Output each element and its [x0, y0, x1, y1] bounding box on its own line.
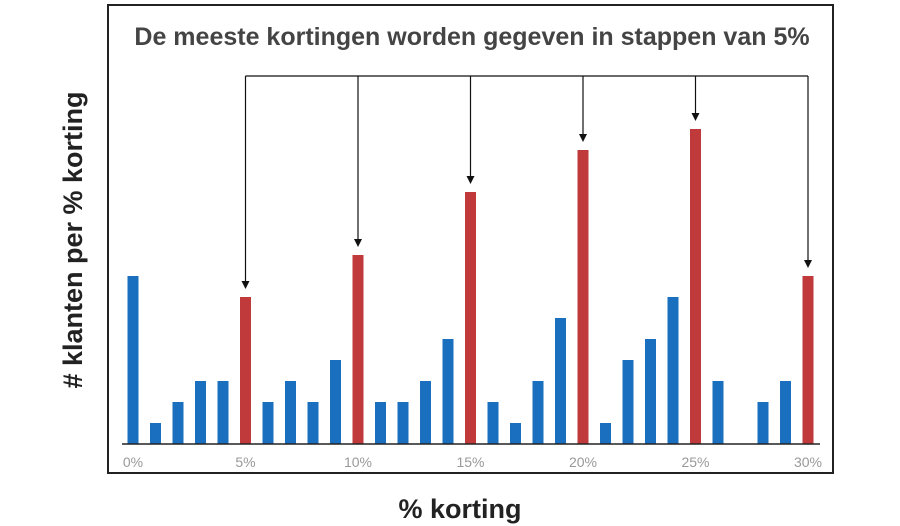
bar — [532, 381, 544, 444]
arrowhead-icon — [241, 281, 250, 289]
bar — [307, 402, 319, 444]
chart-title: De meeste kortingen worden gegeven in st… — [134, 23, 809, 51]
bar — [622, 360, 634, 444]
arrowhead-icon — [804, 260, 812, 268]
bar — [757, 402, 769, 444]
arrowhead-icon — [691, 113, 700, 121]
bar-highlight — [802, 276, 814, 444]
bar — [600, 423, 611, 444]
bar — [487, 402, 499, 444]
bars-group — [127, 129, 814, 444]
bar — [645, 339, 656, 444]
annotation-arrows — [241, 75, 812, 289]
bar — [217, 381, 229, 444]
arrowhead-icon — [466, 176, 475, 184]
x-tick-label: 15% — [456, 454, 484, 470]
bar — [150, 423, 161, 444]
bar — [667, 297, 679, 444]
bar — [172, 402, 184, 444]
bar — [780, 381, 791, 444]
x-tick-label: 30% — [794, 454, 822, 470]
bar — [375, 402, 386, 444]
bar — [127, 276, 139, 444]
arrowhead-icon — [354, 239, 362, 247]
bar — [330, 360, 341, 444]
x-tick-label: 0% — [123, 454, 143, 470]
y-axis-title: # klanten per % korting — [58, 91, 88, 388]
bar-highlight — [577, 150, 589, 444]
bar — [195, 381, 206, 444]
x-tick-label: 10% — [344, 454, 372, 470]
bar — [262, 402, 274, 444]
x-tick-labels: 0% 5% 10% 15% 20% 25% 30% — [123, 454, 822, 470]
x-tick-label: 20% — [569, 454, 597, 470]
arrowhead-icon — [579, 134, 587, 142]
x-tick-label: 5% — [235, 454, 255, 470]
bar-highlight — [690, 129, 701, 444]
bar — [397, 402, 409, 444]
bar — [420, 381, 431, 444]
bar — [712, 381, 724, 444]
bar — [285, 381, 296, 444]
bar-highlight — [240, 297, 251, 444]
bar — [510, 423, 521, 444]
bar — [555, 318, 566, 444]
bar-highlight — [465, 192, 476, 444]
bar — [442, 339, 454, 444]
x-tick-label: 25% — [681, 454, 709, 470]
bar-highlight — [352, 255, 364, 444]
chart-frame — [107, 4, 834, 474]
x-axis-title: % korting — [398, 494, 521, 524]
